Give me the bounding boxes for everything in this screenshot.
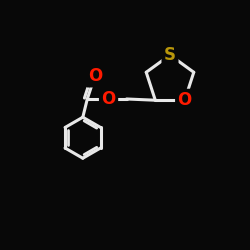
Text: O: O (88, 67, 102, 85)
Text: O: O (102, 90, 116, 108)
Text: O: O (178, 91, 192, 109)
Text: S: S (164, 46, 176, 64)
